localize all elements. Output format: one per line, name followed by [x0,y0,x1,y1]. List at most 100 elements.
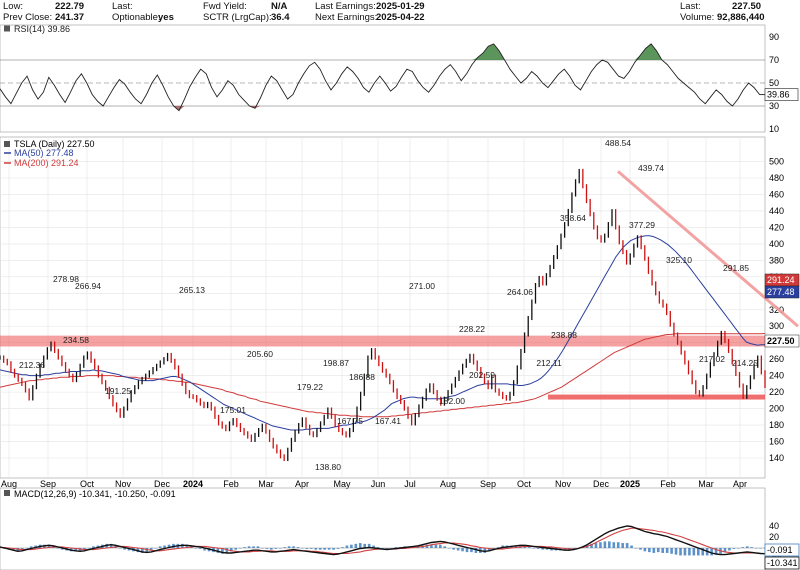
macd-histogram-bar [29,546,33,548]
macd-histogram-bar [358,543,362,548]
macd-histogram-bar [550,548,553,551]
price-tick-label: 500 [769,157,784,167]
price-annotation: 138.80 [315,462,341,472]
macd-histogram-bar [665,548,669,553]
macd-histogram-bar [496,547,500,548]
price-annotation: 488.54 [605,138,631,148]
macd-histogram-bar [221,548,224,554]
price-annotation: 214.25 [732,358,758,368]
macd-histogram-bar [394,547,398,548]
x-axis-tick-label: Oct [80,479,95,489]
macd-histogram-bar [385,548,389,549]
price-tick-label: 380 [769,255,784,265]
price-tick-label: 480 [769,173,784,183]
macd-histogram-bar [198,548,202,549]
fwd-yield-value: N/A [271,1,288,12]
macd-histogram-bar [447,548,451,549]
x-axis-tick-label: Mar [698,479,714,489]
macd-histogram-bar [301,548,304,549]
macd-histogram-bar [688,548,691,556]
macd-histogram-bar [243,547,246,548]
rsi-tick-label: 50 [769,78,779,88]
macd-histogram-bar [541,548,544,550]
ma50-legend: MA(50) 277.48 [14,148,74,158]
price-annotation: 266.94 [75,281,101,291]
macd-histogram-bar [278,548,282,549]
price-title: TSLA (Daily) 227.50 [14,139,95,149]
macd-histogram-bar [732,548,736,549]
macd-tick-label: 20 [769,532,779,542]
macd-histogram-bar [523,546,527,548]
rsi-last-box [764,88,799,101]
macd-histogram-bar [652,548,656,553]
macd-histogram-bar [536,548,540,549]
last-earnings-value: 2025-01-29 [376,1,425,12]
macd-histogram-bar [47,544,51,548]
macd-histogram-bar [194,548,197,549]
macd-histogram-bar [283,547,286,548]
rsi-tick-label: 10 [769,124,779,134]
macd-histogram-bar [616,542,620,548]
price-annotation: 167.75 [337,416,363,426]
price-tick-label: 240 [769,371,784,381]
macd-histogram-bar [728,548,731,551]
price-tick-label: 300 [769,321,784,331]
macd-histogram-bar [229,548,233,552]
price-tick-label: 460 [769,189,784,199]
macd-histogram-bar [572,548,576,549]
macd-histogram-bar [461,548,464,552]
price-annotation: 271.00 [409,281,435,291]
macd-histogram-bar [234,548,238,550]
macd-histogram-bar [314,548,318,550]
price-tick-label: 400 [769,239,784,249]
price-tick-label: 160 [769,437,784,447]
rsi-oversold-fill [0,106,765,111]
macd-histogram-bar [443,546,447,548]
macd-histogram-bar [74,548,77,552]
macd-histogram-bar [630,545,633,548]
price-right-label: 277.48 [767,287,795,297]
macd-histogram-bar [452,548,455,550]
macd-histogram-bar [634,548,638,549]
macd-histogram-bar [274,548,278,549]
macd-histogram-bar [487,548,491,552]
macd-histogram-bar [723,548,727,553]
price-tick-label: 180 [769,420,784,430]
low-label: Low: [3,1,24,12]
macd-right-label-box [764,556,800,570]
price-tick-label: 320 [769,305,784,315]
rsi-line [0,43,766,112]
x-axis-tick-label: Sep [480,479,496,489]
macd-histogram-bar [612,542,616,548]
price-annotation: 212.36 [19,360,45,370]
macd-right-label: -0.091 [767,545,793,555]
macd-title: MACD(12,26,9) -10.341, -10.250, -0.091 [14,489,176,499]
rsi-tick-label: 30 [769,101,779,111]
price-right-label: 227.50 [767,336,795,346]
macd-histogram-bar [323,548,326,550]
price-tick-label: 260 [769,354,784,364]
macd-histogram-bar [381,548,384,549]
macd-histogram-bar [127,548,131,551]
macd-histogram-bar [238,548,242,549]
macd-histogram-bar [692,548,696,556]
x-axis-tick-label: Jul [404,479,416,489]
macd-histogram-bar [287,546,291,548]
x-axis-tick-label: Aug [1,479,17,489]
macd-histogram-bar [621,543,624,548]
price-right-label: 291.24 [767,275,795,285]
macd-histogram-bar [252,546,255,548]
macd-histogram-bar [154,548,157,549]
macd-histogram-bar [532,548,536,549]
macd-histogram-bar [318,548,322,550]
macd-histogram-bar [456,548,460,551]
macd-histogram-bar [594,543,598,548]
macd-histogram-bar [25,548,28,549]
macd-histogram-bar [545,548,549,550]
macd-histogram-bar [203,548,206,551]
price-tick-label: 440 [769,206,784,216]
price-annotation: 291.85 [723,263,749,273]
macd-histogram-bar [367,543,371,548]
macd-histogram-bar [270,548,273,550]
price-right-label-box [764,334,800,348]
